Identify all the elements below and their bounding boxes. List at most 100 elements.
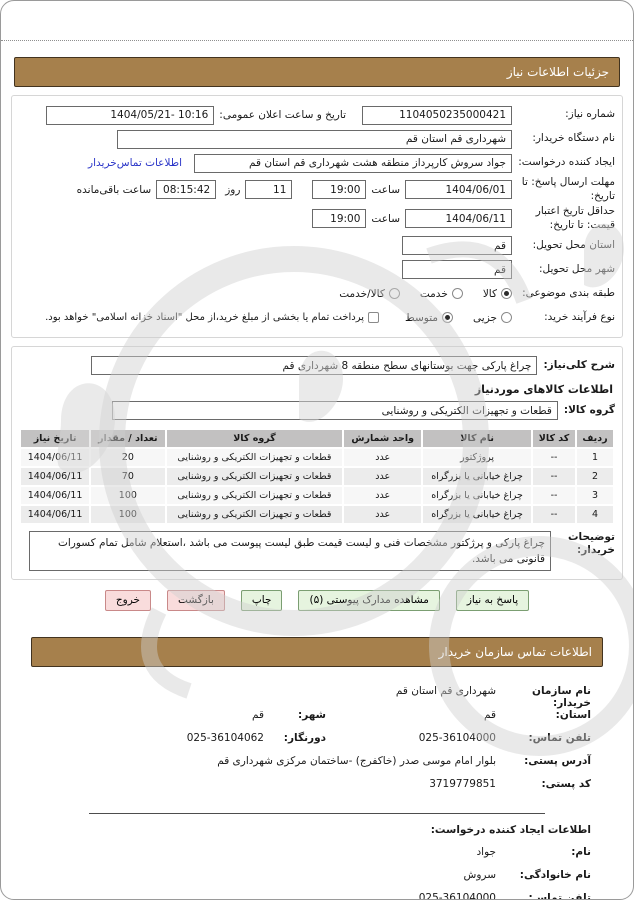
last-name-label: نام خانوادگی: (519, 868, 591, 881)
price-validity-date-field[interactable]: 1404/06/11 (405, 209, 512, 229)
radio-medium-icon[interactable] (442, 312, 454, 324)
delivery-city-field[interactable]: قم (402, 260, 512, 280)
buyer-contact-link[interactable]: اطلاعات تماس‌خریدار (88, 157, 182, 169)
radio-goods-service-icon[interactable] (388, 288, 400, 300)
need-number-field[interactable]: 1104050235000421 (362, 105, 512, 125)
row-last-name: نام خانوادگی: سروش (31, 869, 591, 892)
col-unit: واحد شمارش (344, 429, 422, 447)
postal-address-label: آدرس پستی: (524, 754, 591, 767)
subject-option-goods-service[interactable]: کالا/خدمت (339, 288, 400, 300)
delivery-city-label: شهر محل تحویل: (539, 262, 615, 275)
buyer-notes-field[interactable]: چراغ پارکی و پرژکتور مشخصات فنی و لیست ق… (29, 530, 551, 571)
top-strip (1, 1, 633, 41)
table-row: 3 -- چراغ خیابانی یا بزرگراه عدد قطعات و… (21, 486, 613, 504)
phone-label: تلفن تماس: (528, 731, 591, 744)
row-price-validity: حداقل تاریخ اعتبار قیمت: تا تاریخ: 1404/… (19, 205, 615, 232)
treasury-payment-option[interactable]: پرداخت تمام یا بخشی از مبلغ خرید،از محل … (45, 312, 380, 324)
radio-minor-icon[interactable] (501, 312, 512, 324)
treasury-checkbox-icon[interactable] (368, 312, 380, 324)
need-desc-label: شرح کلی‌نیاز: (543, 358, 615, 371)
row-creator-phone: تلفن تماس: 025-36104000 (31, 891, 591, 900)
row-need-number: شماره نیاز: 1104050235000421 تاریخ و ساع… (19, 104, 615, 126)
row-reply-deadline: مهلت ارسال پاسخ: تا تاریخ: 1404/06/01 سا… (19, 176, 615, 203)
postal-code-value: 3719779851 (429, 777, 496, 790)
row-buyer-org: نام دستگاه خریدار: شهرداری قم استان قم (19, 128, 615, 150)
first-name-label: نام: (571, 845, 591, 858)
subject-option-goods[interactable]: کالا (483, 288, 512, 300)
col-row-no: ردیف (576, 429, 613, 447)
goods-group-label: گروه کالا: (563, 403, 615, 416)
postal-code-label: کد پستی: (541, 777, 591, 790)
reply-deadline-days-field[interactable]: 11 (245, 180, 293, 200)
creator-phone-label: تلفن تماس: (528, 891, 591, 900)
delivery-province-label: استان محل تحویل: (532, 238, 615, 251)
subject-option-service[interactable]: خدمت (420, 288, 463, 300)
need-info-section: شماره نیاز: 1104050235000421 تاریخ و ساع… (11, 95, 623, 338)
need-number-label: شماره نیاز: (565, 108, 615, 121)
buyer-contact-section: نام سازمان خریدار: شهرداری قم استان قم ا… (31, 685, 591, 801)
buyer-org-label: نام دستگاه خریدار: (532, 132, 615, 145)
table-row: 4 -- چراغ خیابانی یا بزرگراه عدد قطعات و… (21, 505, 613, 523)
price-validity-label: حداقل تاریخ اعتبار قیمت: تا تاریخ: (535, 205, 615, 231)
creator-phone-value: 025-36104000 (418, 891, 496, 900)
request-creator-section: اطلاعات ایجاد کننده درخواست: نام: جواد ن… (31, 823, 591, 900)
page-title-bar: جزئیات اطلاعات نیاز (14, 57, 620, 87)
reply-to-need-button[interactable]: پاسخ به نیاز (455, 589, 530, 611)
remaining-time-field[interactable]: 08:15:42 (156, 180, 217, 200)
goods-table-header-row: ردیف کد کالا نام کالا واحد شمارش گروه کا… (21, 429, 613, 447)
row-goods-group: گروه کالا: قطعات و تجهیزات الکتریکی و رو… (19, 400, 615, 422)
fax-label: دورنگار: (283, 731, 326, 744)
request-creator-field[interactable]: جواد سروش کارپرداز منطقه هشت شهرداری قم … (194, 153, 512, 173)
action-buttons: پاسخ به نیاز مشاهده مدارک پیوستی (۵) چاپ… (1, 589, 633, 611)
radio-goods-icon[interactable] (501, 288, 512, 300)
process-option-minor[interactable]: جزیی (473, 312, 512, 324)
reply-deadline-label: مهلت ارسال پاسخ: تا تاریخ: (521, 176, 615, 202)
buyer-org-field[interactable]: شهرداری قم استان قم (117, 129, 512, 149)
col-quantity: تعداد / مقدار (91, 429, 165, 447)
row-process-type: نوع فرآیند خرید: جزیی متوسط پرداخت تمام … (19, 307, 615, 329)
need-desc-field[interactable]: چراغ پارکی جهت بوستانهای سطح منطقه 8 شهر… (91, 356, 538, 376)
request-creator-label: ایجاد کننده درخواست: (518, 156, 615, 169)
row-buyer-notes: توضیحات خریدار: چراغ پارکی و پرژکتور مشخ… (19, 530, 615, 571)
price-validity-hour-label: ساعت (371, 212, 400, 225)
row-province-city: استان: قم شهر: قم (31, 709, 591, 732)
view-attachments-button[interactable]: مشاهده مدارک پیوستی (۵) (298, 589, 440, 611)
contact-section-bar: اطلاعات تماس سازمان خریدار (31, 636, 603, 667)
process-type-label: نوع فرآیند خرید: (544, 310, 615, 323)
goods-section: شرح کلی‌نیاز: چراغ پارکی جهت بوستانهای س… (11, 345, 623, 580)
postal-address-value: بلوار امام موسی صدر (خاکفرج) -ساختمان مر… (217, 754, 496, 767)
process-option-medium[interactable]: متوسط (405, 312, 454, 324)
org-name-value: شهرداری قم استان قم (395, 684, 496, 697)
price-validity-hour-field[interactable]: 19:00 (312, 209, 367, 229)
remaining-time-label: ساعت باقی‌مانده (76, 183, 152, 196)
last-name-value: سروش (463, 868, 496, 881)
contact-section-title: اطلاعات تماس سازمان خریدار (438, 644, 592, 659)
radio-service-icon[interactable] (451, 288, 463, 300)
table-row: 2 -- چراغ خیابانی یا بزرگراه عدد قطعات و… (21, 467, 613, 485)
city-label: شهر: (298, 708, 326, 721)
fax-value: 025-36104062 (186, 731, 264, 744)
goods-group-field[interactable]: قطعات و تجهیزات الکتریکی و روشنایی (111, 401, 558, 421)
subject-class-label: طبقه بندی موضوعی: (522, 286, 615, 299)
back-button[interactable]: بازگشت (167, 589, 225, 611)
buyer-notes-label: توضیحات خریدار: (567, 530, 615, 557)
exit-button[interactable]: خروج (104, 589, 152, 611)
row-request-creator: ایجاد کننده درخواست: جواد سروش کارپرداز … (19, 152, 615, 174)
row-org-name: نام سازمان خریدار: شهرداری قم استان قم (31, 685, 591, 709)
delivery-province-field[interactable]: قم (402, 236, 512, 256)
table-row: 1 -- پروژکتور عدد قطعات و تجهیزات الکتری… (21, 448, 613, 466)
province-value: قم (483, 708, 496, 721)
goods-info-title: اطلاعات کالاهای موردنیاز (474, 382, 613, 396)
col-group: گروه کالا (166, 429, 343, 447)
row-need-desc: شرح کلی‌نیاز: چراغ پارکی جهت بوستانهای س… (19, 355, 615, 377)
row-delivery-province: استان محل تحویل: قم (19, 235, 615, 257)
reply-deadline-hour-field[interactable]: 19:00 (312, 180, 367, 200)
page-title: جزئیات اطلاعات نیاز (506, 65, 609, 79)
announce-datetime-field[interactable]: 1404/05/21- 10:16 (46, 105, 215, 125)
row-first-name: نام: جواد (31, 846, 591, 869)
creator-section-title: اطلاعات ایجاد کننده درخواست: (430, 823, 591, 836)
row-delivery-city: شهر محل تحویل: قم (19, 259, 615, 281)
reply-deadline-date-field[interactable]: 1404/06/01 (405, 180, 512, 200)
print-button[interactable]: چاپ (240, 589, 283, 611)
